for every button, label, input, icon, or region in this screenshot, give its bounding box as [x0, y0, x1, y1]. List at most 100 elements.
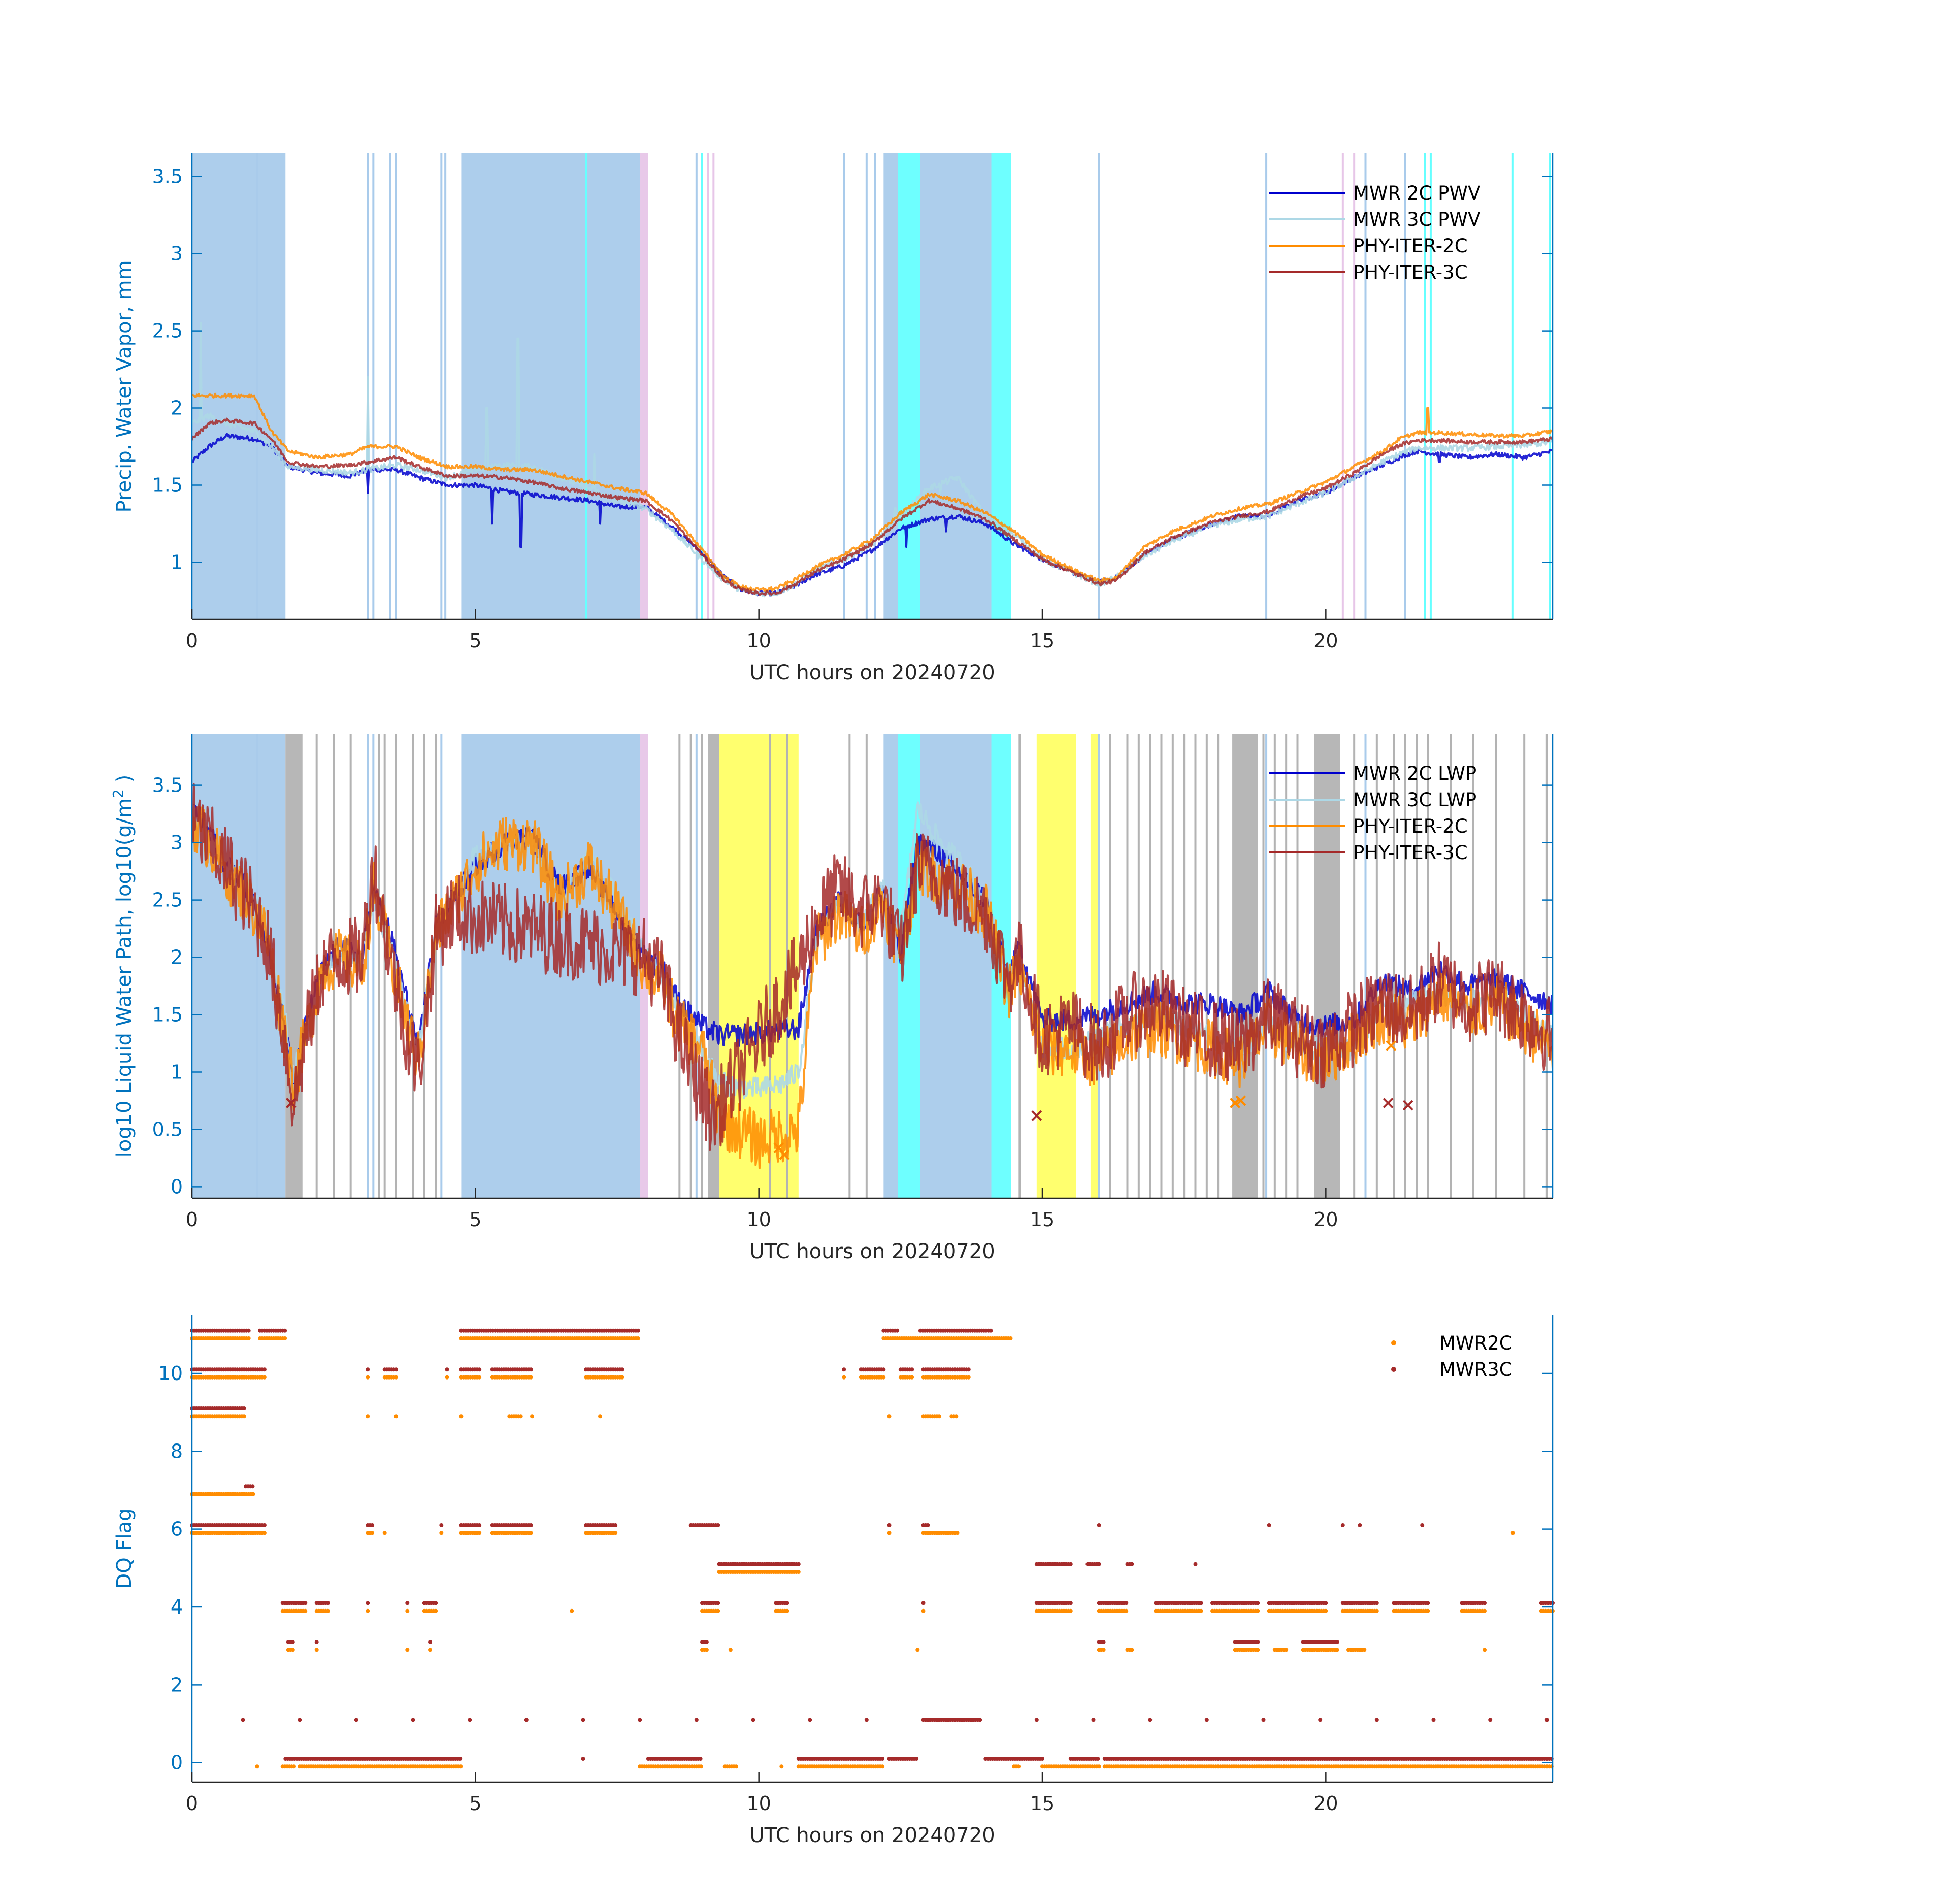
cross-marker-b [1383, 1098, 1394, 1108]
cross-marker [1386, 1040, 1397, 1051]
cross-marker [1402, 1100, 1413, 1111]
dq-point [250, 1484, 255, 1489]
dq-point [921, 1601, 926, 1605]
dq-point [915, 1648, 920, 1652]
dq-point [1124, 1608, 1129, 1613]
dq-point [613, 1523, 618, 1527]
series-group [192, 322, 1553, 598]
dq-point [1199, 1608, 1203, 1613]
dq-point [796, 1562, 801, 1566]
dq-point [1267, 1523, 1271, 1527]
x-tick-label: 10 [746, 630, 771, 652]
dq-flag-panel: MWR2C MWR3C 0 5 10 15 20 0 2 4 6 8 10 UTC hours on 20… [113, 1315, 1555, 1847]
dq-point [613, 1531, 618, 1535]
dq-point [1097, 1562, 1101, 1566]
x-axis-label: UTC hours on 20240720 [749, 1240, 995, 1263]
y-axis-label-superscript: 2 [110, 789, 126, 798]
dq-point [394, 1414, 398, 1419]
dq-point [1101, 1640, 1106, 1644]
y-tick-label: 1.5 [152, 474, 183, 497]
dq-point [1374, 1608, 1379, 1613]
dq-point [468, 1718, 472, 1722]
dq-point [785, 1601, 789, 1605]
dq-point [1256, 1640, 1260, 1644]
series-line-2 [192, 392, 1553, 592]
dq-point [1544, 1718, 1549, 1722]
y-tick-label: 0 [171, 1175, 183, 1198]
dq-point [880, 1764, 885, 1769]
dq-point [290, 1648, 295, 1652]
dq-point [529, 1375, 533, 1380]
dq-point [262, 1531, 267, 1535]
dq-point [303, 1608, 308, 1613]
y-axis-label-tail: ) [113, 775, 136, 789]
series-group [192, 783, 1553, 1169]
dq-point [1358, 1523, 1362, 1527]
y-tick-label: 1.5 [152, 1004, 183, 1026]
cross-marker-b [1230, 1098, 1241, 1108]
dq-point [283, 1336, 287, 1340]
dq-point [1362, 1648, 1367, 1652]
dq-point [262, 1375, 267, 1380]
dq-point [954, 1414, 959, 1419]
dq-point [921, 1608, 926, 1613]
dq-point [1097, 1764, 1101, 1769]
dq-point [366, 1608, 370, 1613]
dq-series-1 [190, 1328, 1555, 1761]
dq-point [694, 1718, 699, 1722]
dq-point [734, 1764, 738, 1769]
cross-marker-b [286, 1098, 297, 1108]
dq-point [1097, 1523, 1101, 1527]
dq-point [477, 1367, 482, 1372]
dq-point [314, 1640, 319, 1644]
legend-label: MWR 3C PWV [1353, 209, 1480, 231]
shaded-region [883, 734, 898, 1198]
dq-point [292, 1764, 296, 1769]
shaded-region [1314, 734, 1340, 1198]
x-tick-label: 15 [1030, 630, 1055, 652]
dq-point [1199, 1601, 1203, 1605]
y-tick-label: 2 [171, 397, 183, 419]
cross-marker-b [1031, 1110, 1042, 1121]
dq-point [314, 1648, 319, 1652]
x-tick-label: 15 [1030, 1792, 1055, 1815]
dq-point [411, 1718, 415, 1722]
y-axis-label-text: DQ Flag [113, 1508, 136, 1589]
y-tick-label: 4 [171, 1596, 183, 1618]
series-line-3 [192, 417, 1553, 596]
dq-point [439, 1531, 444, 1535]
dq-point [785, 1608, 789, 1613]
cross-marker [1235, 1095, 1246, 1106]
dq-point [796, 1570, 801, 1574]
dq-point [1091, 1718, 1096, 1722]
dq-point [428, 1648, 432, 1652]
dq-point [881, 1367, 886, 1372]
dq-point [439, 1523, 444, 1527]
shaded-region [1036, 734, 1076, 1198]
dq-point [1130, 1562, 1134, 1566]
dq-point [326, 1608, 330, 1613]
dq-point [1204, 1718, 1209, 1722]
dq-point [434, 1608, 438, 1613]
dq-point [1340, 1523, 1345, 1527]
y-axis-label: log10 Liquid Water Path, log10(g/m2 ) [110, 775, 136, 1158]
dq-point [1426, 1608, 1430, 1613]
y-tick-label: 0.5 [152, 1118, 183, 1140]
dq-point [354, 1718, 358, 1722]
dq-point [620, 1367, 624, 1372]
y-tick-label: 0 [171, 1752, 183, 1774]
dq-point [1488, 1718, 1493, 1722]
dq-point [570, 1608, 574, 1613]
dq-point [1324, 1601, 1328, 1605]
dq-point [887, 1523, 892, 1527]
dq-point [1284, 1648, 1289, 1652]
cross-marker-b [779, 1149, 790, 1160]
dq-point [1068, 1608, 1073, 1613]
x-tick-label: 10 [746, 1792, 771, 1815]
y-tick-label: 2 [171, 946, 183, 969]
dq-point [1420, 1523, 1425, 1527]
dq-point [1483, 1648, 1487, 1652]
dq-point [716, 1601, 720, 1605]
y-tick-label: 2.5 [152, 320, 183, 342]
dq-point [966, 1375, 971, 1380]
